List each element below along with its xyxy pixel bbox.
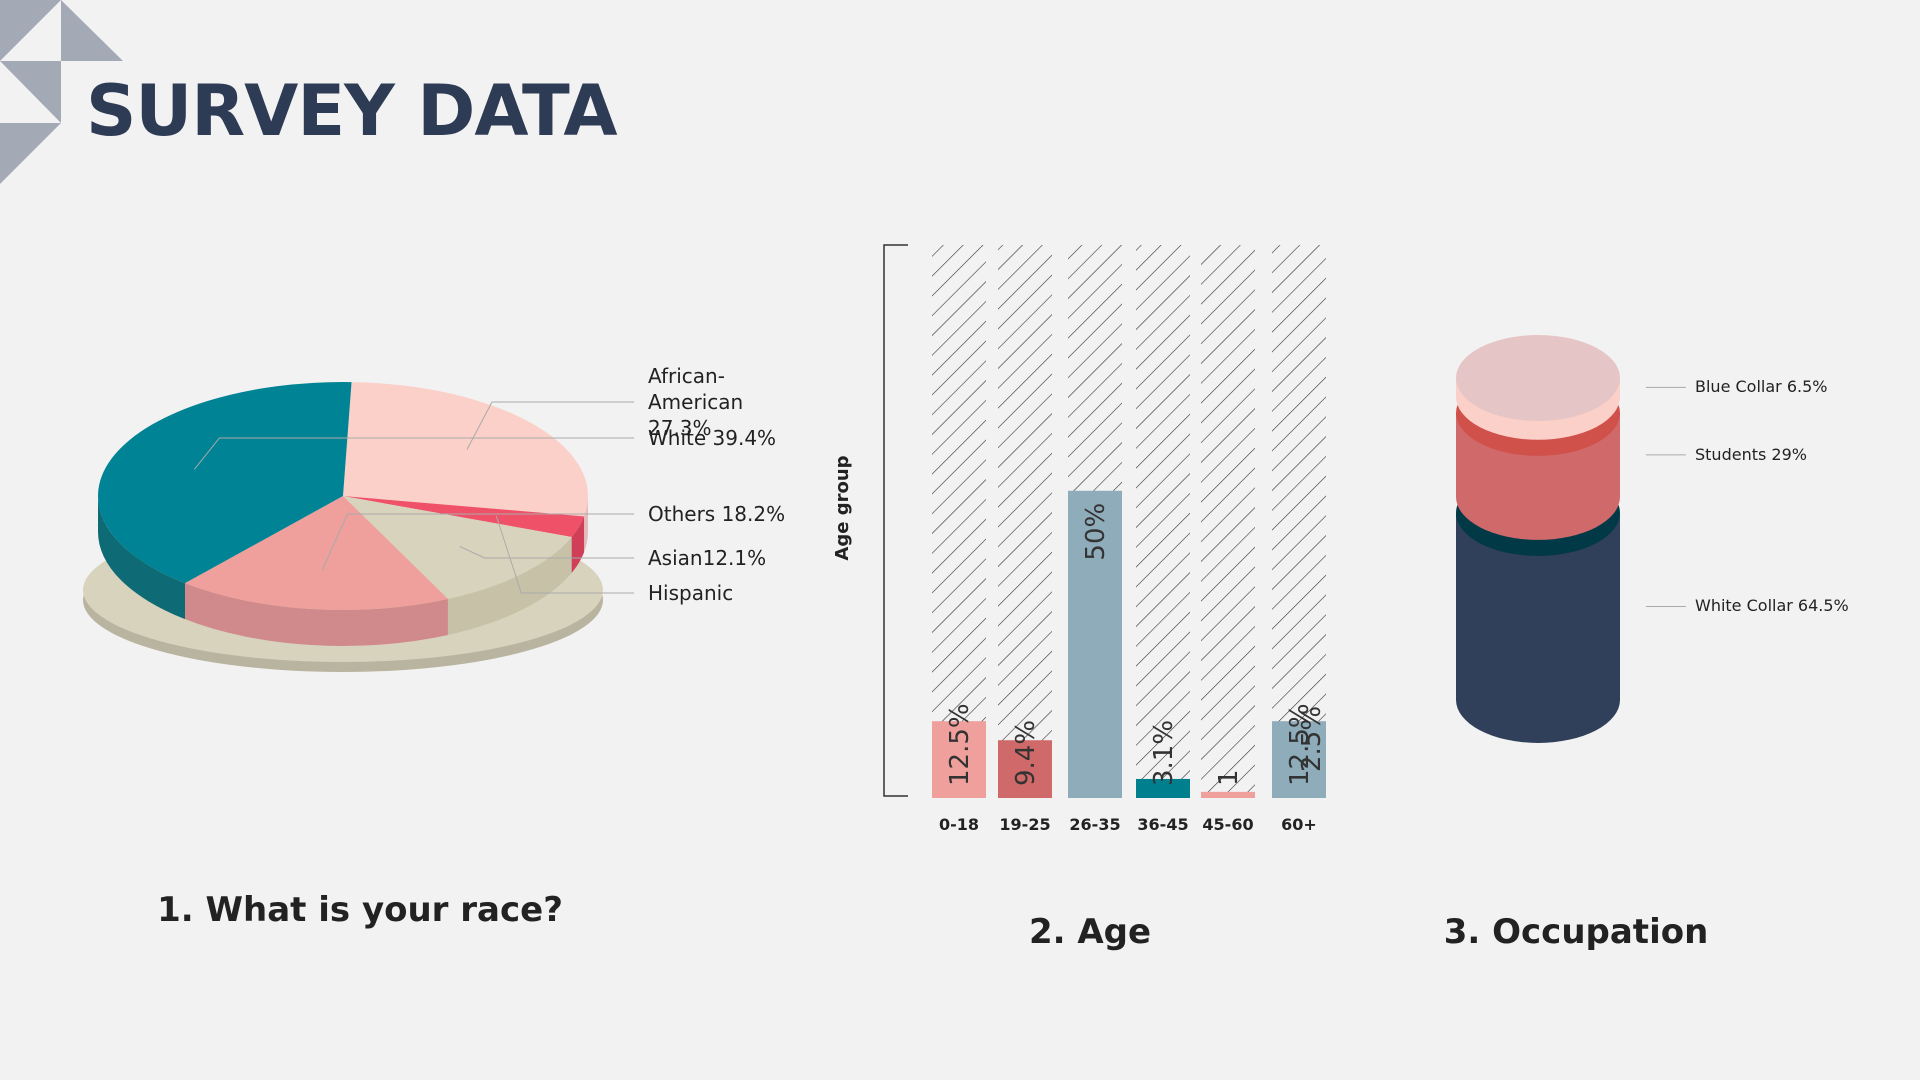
value-label: 1 (1214, 769, 1244, 786)
value-label: 3.1% (1149, 720, 1179, 786)
bar-background (1201, 245, 1255, 798)
cylinder-top (1456, 335, 1620, 421)
bar-chart: Age group12.5%0-189.4%19-2550%26-353.1%3… (832, 244, 1327, 834)
corner-decoration (0, 0, 123, 184)
cylinder-side (1456, 512, 1620, 743)
occupation-label: White Collar 64.5% (1695, 596, 1849, 616)
pie-slice (98, 382, 352, 584)
axis-bracket (883, 244, 908, 797)
pie-slice-side (184, 583, 448, 646)
pie-slice-side (571, 516, 585, 574)
bar-background (1272, 245, 1326, 798)
pie-slice (343, 382, 588, 517)
pie-label: African-American 27.3% (648, 364, 744, 440)
pie-label: White 39.4% (648, 426, 777, 450)
leader-line (194, 437, 634, 470)
chart-title: 3. Occupation (1443, 912, 1709, 952)
pie-chart (83, 382, 634, 672)
leader-line (495, 515, 634, 594)
bar-background (1136, 245, 1190, 798)
chart-title: 2. Age (1028, 912, 1152, 952)
value-label: 9.4% (1011, 720, 1041, 786)
value-label: 12.5% (1285, 703, 1315, 786)
bar (1201, 791, 1255, 798)
pie-slice (184, 496, 448, 611)
bar-background (998, 245, 1052, 798)
leader-line (322, 513, 634, 570)
x-tick-label: 60+ (1281, 815, 1317, 834)
x-tick-label: 19-25 (999, 815, 1050, 834)
leader-line (466, 401, 634, 450)
cylinder-chart (1456, 335, 1686, 743)
x-tick-label: 0-18 (939, 815, 979, 834)
value-label: 50% (1081, 503, 1111, 561)
pie-slice-side (98, 496, 185, 620)
x-tick-label: 45-60 (1202, 815, 1253, 834)
bar (1272, 721, 1326, 798)
occupation-label: Students 29% (1695, 444, 1807, 464)
bar-background (932, 245, 986, 798)
leader-line (459, 545, 634, 559)
value-label: 12.5% (945, 703, 975, 786)
x-tick-label: 36-45 (1137, 815, 1188, 834)
bar (1068, 490, 1122, 798)
y-axis-label: Age group (832, 455, 853, 560)
occupation-label: Blue Collar 6.5% (1695, 377, 1828, 397)
pie-label: Others 18.2% (648, 502, 786, 526)
page-title: SURVEY DATA (86, 70, 618, 152)
pie-slice-side (584, 496, 588, 553)
annotation: 2.5% (1297, 706, 1327, 772)
bar (932, 721, 986, 798)
pie-label: Asian12.1% (648, 546, 767, 570)
x-tick-label: 26-35 (1069, 815, 1120, 834)
pie-slice-side (447, 537, 572, 636)
bar (998, 740, 1052, 798)
pie-slice (343, 496, 585, 538)
chart-title: 1. What is your race? (157, 890, 563, 930)
pie-label: Hispanic (648, 581, 734, 605)
bar (1136, 778, 1190, 798)
